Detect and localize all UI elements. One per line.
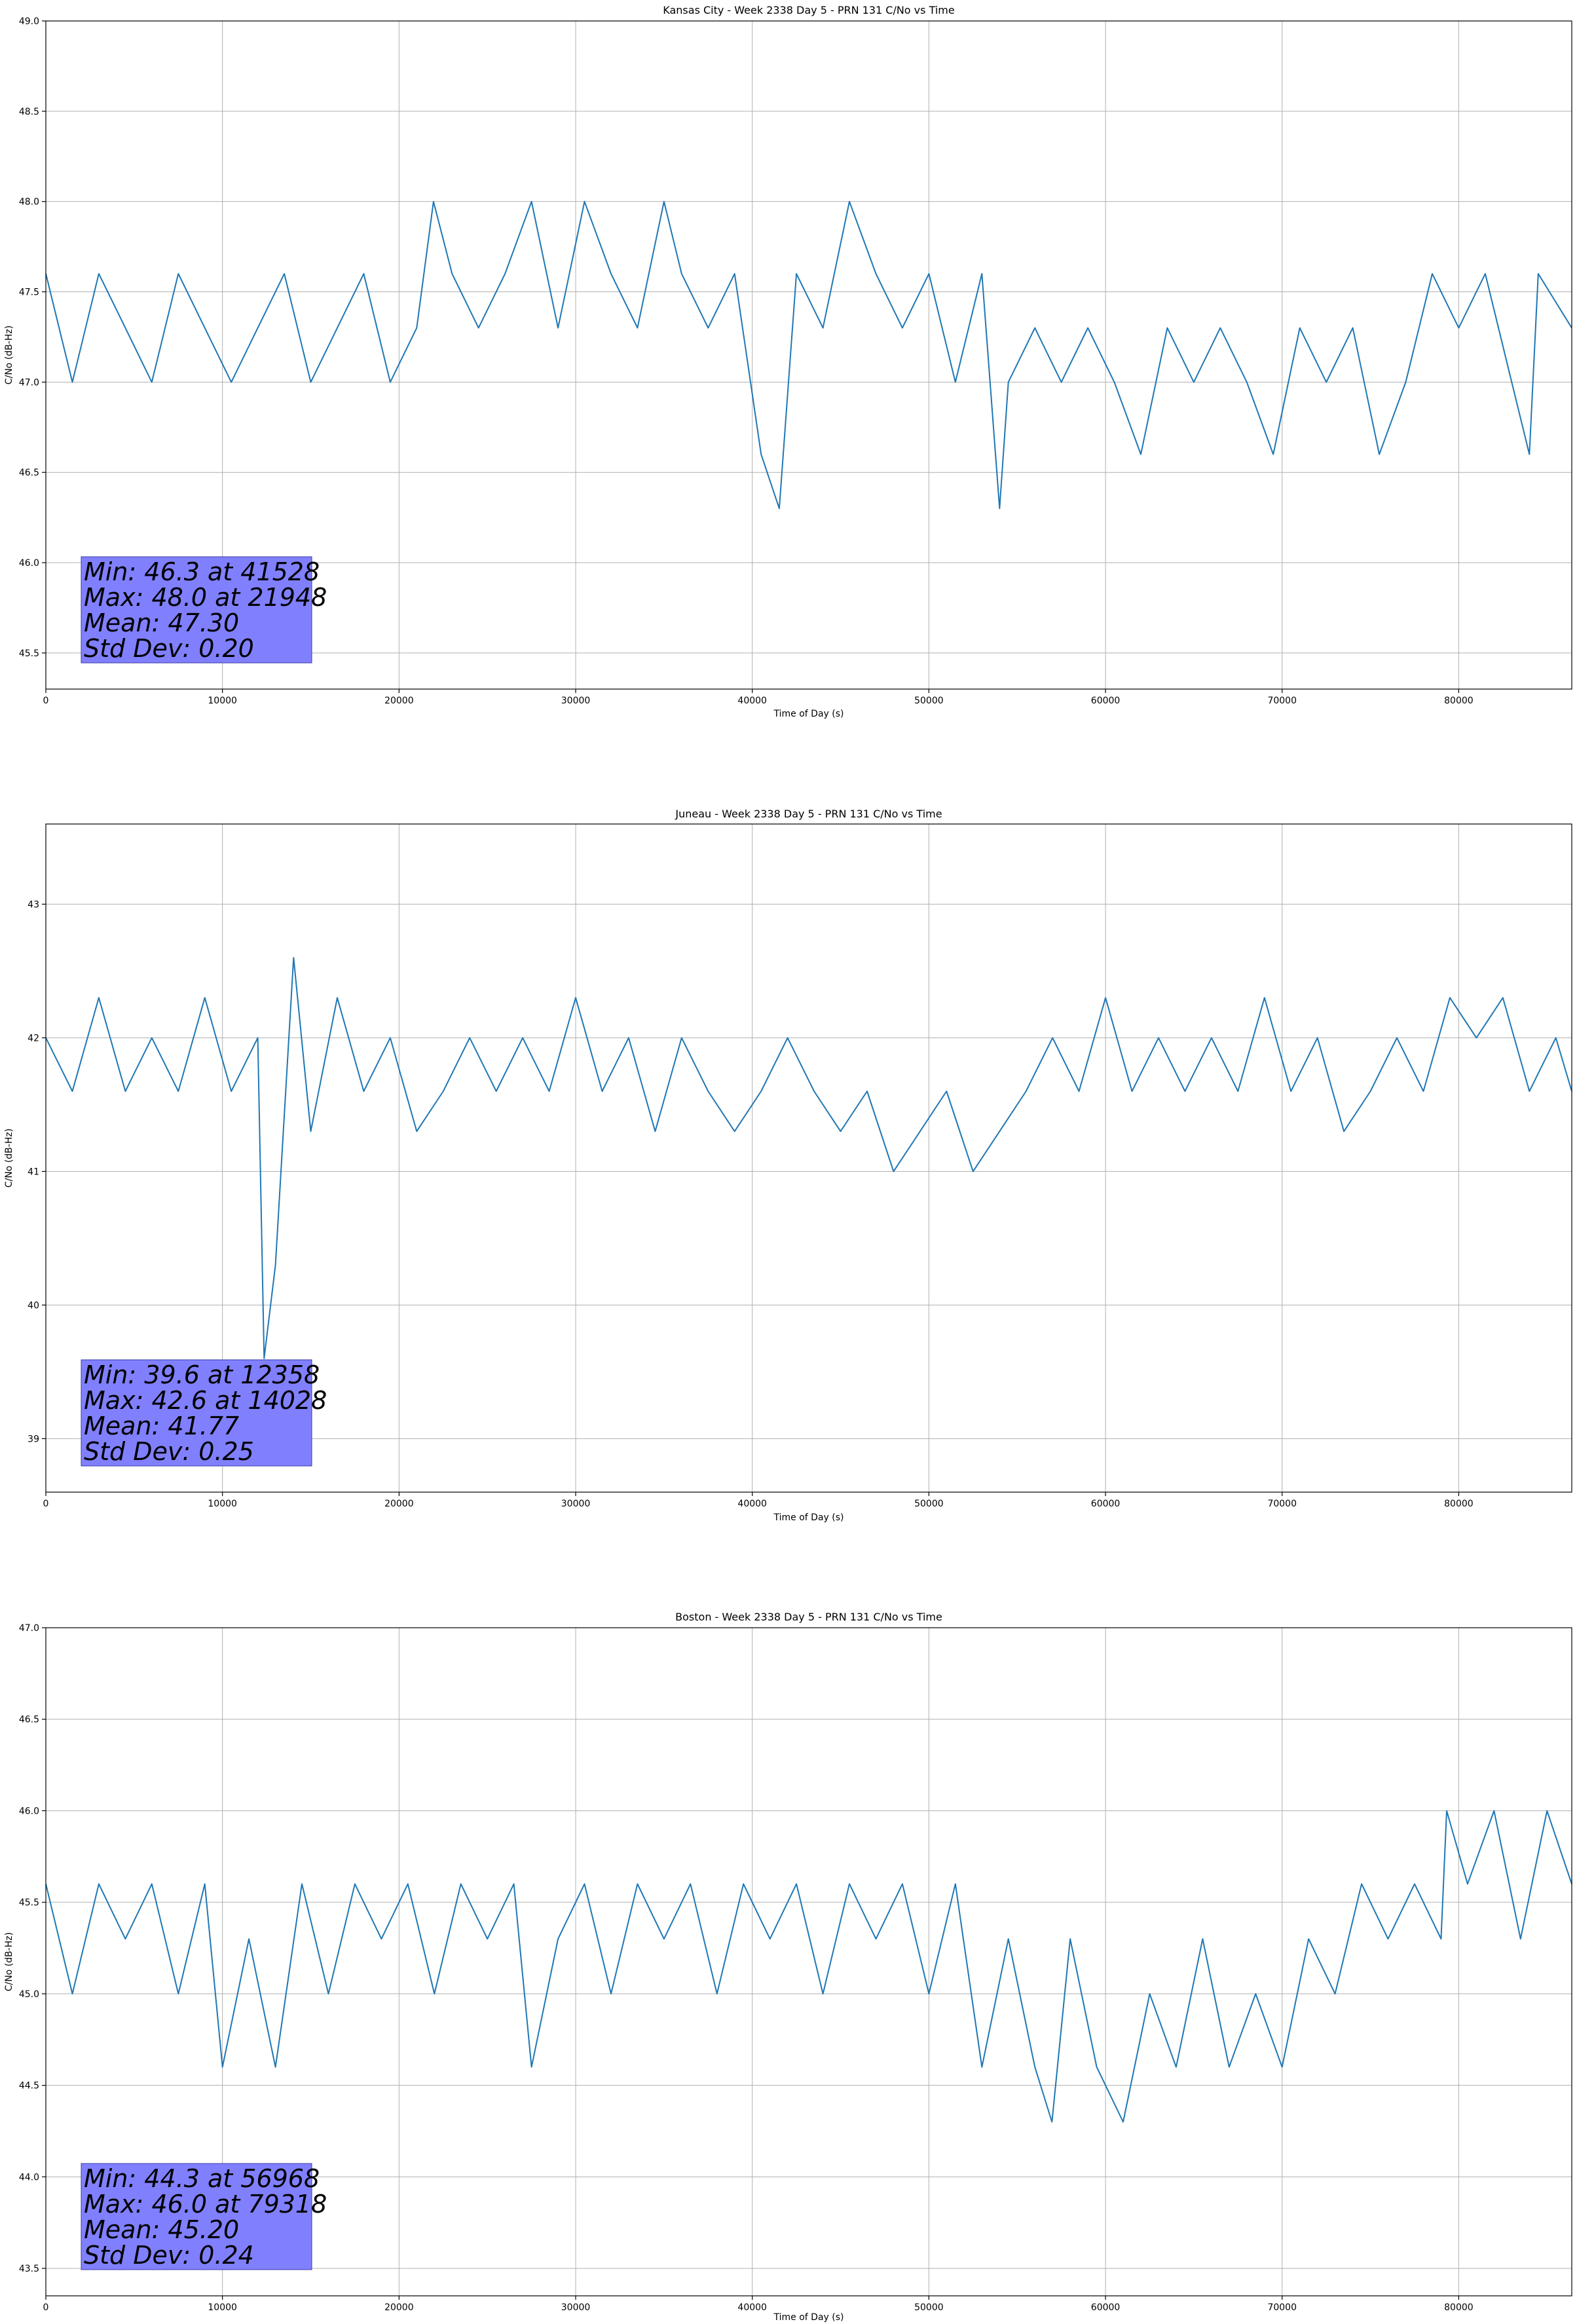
chart-3-y-tick-label: 46.5 [19, 1715, 39, 1725]
chart-1-y-tick-label: 48.5 [19, 107, 39, 117]
chart-2-x-tick-label: 80000 [1444, 1499, 1474, 1509]
chart-2-y-tick-label: 40 [28, 1300, 39, 1311]
chart-1-title: Kansas City - Week 2338 Day 5 - PRN 131 … [663, 4, 954, 16]
chart-1-y-axis-label: C/No (dB-Hz) [4, 326, 14, 384]
chart-1-y-tick-label: 45.5 [19, 648, 39, 659]
chart-1-x-tick-label: 60000 [1091, 696, 1121, 706]
chart-2-stats-line: Mean: 41.77 [84, 1412, 239, 1440]
chart-3-x-tick-label: 50000 [914, 2302, 944, 2313]
chart-2-x-axis-label: Time of Day (s) [773, 1512, 844, 1523]
chart-1-stats-box [81, 556, 312, 664]
chart-2-stats-line: Std Dev: 0.25 [84, 1437, 254, 1466]
chart-3-axes-frame [45, 1627, 1572, 2296]
chart-2-y-tick-label: 42 [28, 1033, 39, 1043]
chart-1-x-axis-label: Time of Day (s) [773, 709, 844, 719]
chart-1-stats-line: Max: 48.0 at 21948 [84, 583, 327, 612]
chart-1-stats-line: Std Dev: 0.20 [84, 634, 254, 663]
chart-3-x-tick-label: 60000 [1091, 2302, 1121, 2313]
chart-1-x-tick-label: 30000 [561, 696, 591, 706]
chart-2-x-tick-label: 0 [43, 1499, 49, 1509]
chart-3-x-axis-label: Time of Day (s) [773, 2312, 844, 2323]
chart-3: Boston - Week 2338 Day 5 - PRN 131 C/No … [4, 1611, 1572, 2323]
chart-3-y-tick-label: 44.5 [19, 2081, 39, 2091]
chart-3-y-tick-label: 46.0 [19, 1806, 39, 1816]
chart-2-x-tick-label: 60000 [1091, 1499, 1121, 1509]
chart-2: Juneau - Week 2338 Day 5 - PRN 131 C/No … [4, 808, 1572, 1523]
chart-1-y-tick-label: 48.0 [19, 197, 39, 208]
chart-2-series-line [45, 957, 1572, 1359]
chart-1: Kansas City - Week 2338 Day 5 - PRN 131 … [4, 4, 1572, 719]
chart-3-title: Boston - Week 2338 Day 5 - PRN 131 C/No … [675, 1611, 942, 1623]
chart-2-x-tick-label: 50000 [914, 1499, 944, 1509]
chart-3-y-tick-label: 45.0 [19, 1989, 39, 2000]
chart-3-stats-line: Std Dev: 0.24 [84, 2241, 254, 2270]
chart-2-stats-line: Max: 42.6 at 14028 [84, 1386, 327, 1415]
chart-1-x-tick-label: 50000 [914, 696, 944, 706]
chart-3-series-line [45, 1810, 1572, 2123]
chart-3-x-tick-label: 80000 [1444, 2302, 1474, 2313]
chart-1-x-tick-label: 70000 [1267, 696, 1297, 706]
chart-3-x-tick-label: 30000 [561, 2302, 591, 2313]
chart-3-y-tick-label: 45.5 [19, 1898, 39, 1908]
chart-2-y-tick-label: 43 [28, 899, 39, 910]
chart-2-x-tick-label: 10000 [208, 1499, 237, 1509]
chart-2-x-tick-label: 20000 [384, 1499, 414, 1509]
chart-3-x-tick-label: 10000 [208, 2302, 237, 2313]
chart-3-y-axis-label: C/No (dB-Hz) [4, 1932, 14, 1991]
chart-2-y-tick-label: 41 [28, 1167, 39, 1177]
chart-1-x-tick-label: 20000 [384, 696, 414, 706]
chart-1-stats-line: Min: 46.3 at 41528 [84, 557, 320, 586]
chart-2-y-tick-label: 39 [28, 1434, 39, 1444]
chart-1-x-tick-label: 80000 [1444, 696, 1474, 706]
chart-1-series-line [45, 200, 1572, 510]
chart-1-x-tick-label: 10000 [208, 696, 237, 706]
chart-1-stats-line: Mean: 47.30 [84, 609, 239, 637]
chart-1-y-tick-label: 49.0 [19, 16, 39, 27]
chart-2-x-tick-label: 30000 [561, 1499, 591, 1509]
chart-2-x-tick-label: 40000 [737, 1499, 767, 1509]
chart-1-y-tick-label: 47.5 [19, 288, 39, 298]
chart-3-x-tick-label: 70000 [1267, 2302, 1297, 2313]
chart-3-x-tick-label: 40000 [737, 2302, 767, 2313]
chart-2-title: Juneau - Week 2338 Day 5 - PRN 131 C/No … [675, 808, 942, 820]
chart-2-axes-frame [45, 823, 1572, 1493]
chart-3-y-tick-label: 47.0 [19, 1623, 39, 1634]
chart-2-y-axis-label: C/No (dB-Hz) [4, 1129, 14, 1188]
chart-2-stats-line: Min: 39.6 at 12358 [84, 1360, 320, 1389]
chart-3-stats-line: Min: 44.3 at 56968 [84, 2164, 320, 2193]
chart-3-y-tick-label: 43.5 [19, 2264, 39, 2274]
chart-1-x-tick-label: 40000 [737, 696, 767, 706]
chart-3-stats-line: Mean: 45.20 [84, 2215, 239, 2244]
chart-3-x-tick-label: 0 [43, 2302, 49, 2313]
chart-2-stats-box [81, 1359, 312, 1467]
chart-2-x-tick-label: 70000 [1267, 1499, 1297, 1509]
chart-3-stats-box [81, 2163, 312, 2270]
chart-3-x-tick-label: 20000 [384, 2302, 414, 2313]
chart-3-stats-line: Max: 46.0 at 79318 [84, 2190, 327, 2219]
chart-1-y-tick-label: 46.0 [19, 558, 39, 569]
chart-1-axes-frame [45, 20, 1572, 690]
chart-1-y-tick-label: 46.5 [19, 468, 39, 478]
chart-1-x-tick-label: 0 [43, 696, 49, 706]
chart-3-y-tick-label: 44.0 [19, 2172, 39, 2183]
chart-1-y-tick-label: 47.0 [19, 377, 39, 388]
